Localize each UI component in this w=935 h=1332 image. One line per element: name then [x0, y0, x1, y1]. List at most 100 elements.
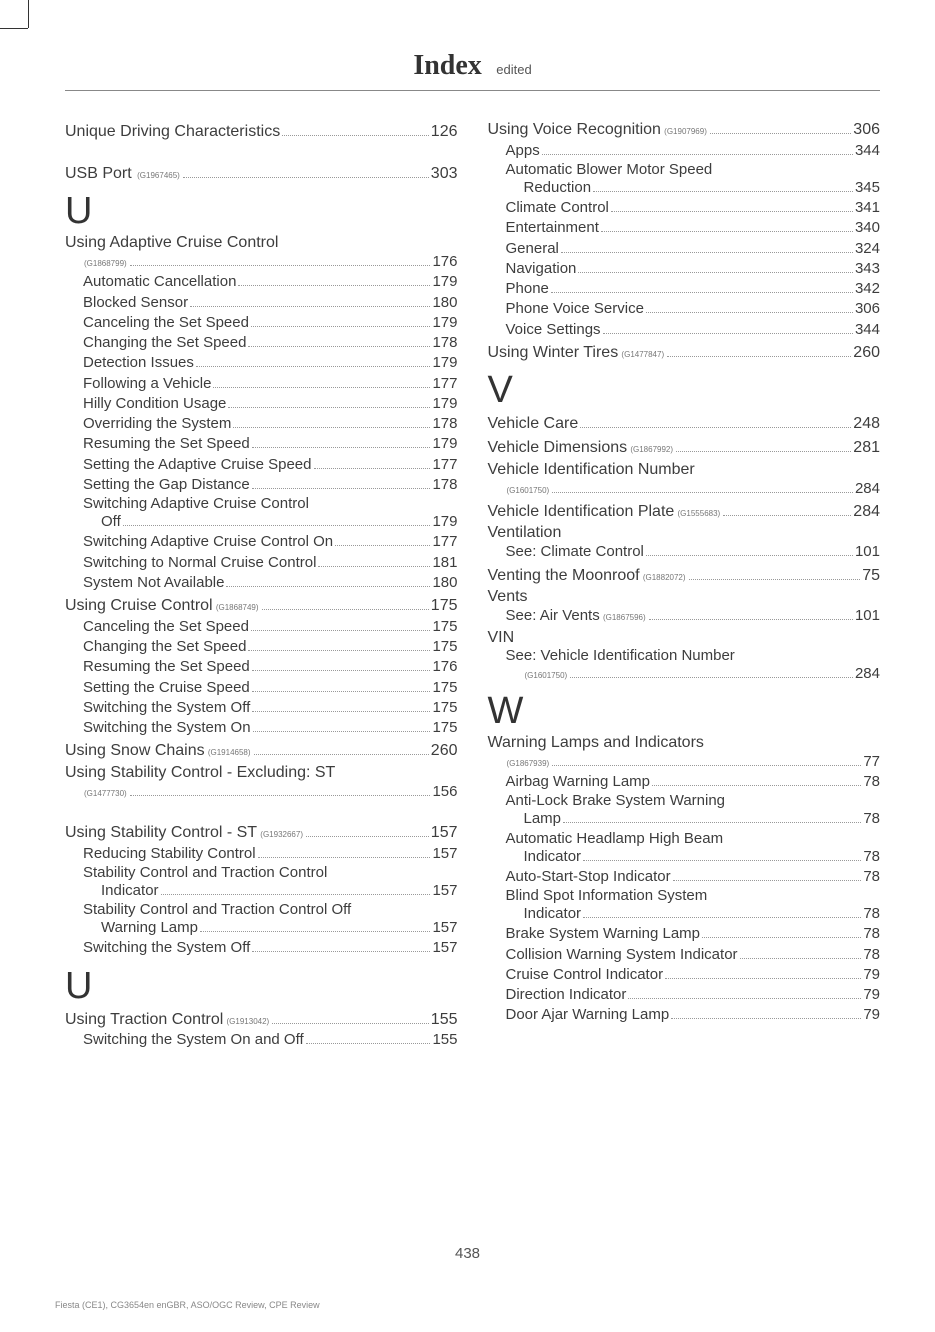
entry-page: 79 — [863, 965, 880, 985]
entry-label: Switching the System On and Off — [83, 1030, 304, 1050]
entry-page: 179 — [432, 272, 457, 292]
index-sub-entry: Collision Warning System Indicator78 — [488, 945, 881, 965]
column-break — [65, 1051, 458, 1052]
entry-page: 179 — [432, 353, 457, 373]
entry-label: Switching to Normal Cruise Control — [83, 553, 316, 573]
entry-label: Canceling the Set Speed — [83, 313, 249, 333]
entry-page: 177 — [432, 374, 457, 394]
header-title: Index — [413, 50, 481, 81]
entry-label: Vehicle Identification Plate (G1555683) — [488, 501, 722, 523]
entry-page: 156 — [432, 782, 457, 802]
leader-dots — [200, 919, 430, 932]
entry-page: 78 — [863, 847, 880, 867]
leader-dots — [665, 966, 861, 979]
leader-dots — [272, 1010, 429, 1024]
entry-page: 78 — [863, 904, 880, 924]
leader-dots — [306, 823, 429, 837]
index-heading: VIN — [488, 629, 881, 647]
entry-page: 78 — [863, 867, 880, 887]
entry-label: Using Stability Control - ST (G1932667) — [65, 822, 304, 844]
entry-page: 343 — [855, 259, 880, 279]
index-sub-entry: (G1867939) 77 — [488, 752, 881, 772]
index-sub-entry: Brake System Warning Lamp78 — [488, 924, 881, 944]
entry-label: See: Climate Control — [506, 542, 644, 562]
section-letter: U — [65, 967, 458, 1005]
index-sub-entry: Setting the Cruise Speed175 — [65, 678, 458, 698]
entry-gid: (G1555683) — [674, 509, 721, 518]
index-entry: Using Stability Control - ST (G1932667)1… — [65, 822, 458, 844]
entry-page: 177 — [432, 532, 457, 552]
index-columns: Unique Driving Characteristics126USB Por… — [65, 119, 880, 1209]
entry-page: 180 — [432, 293, 457, 313]
leader-dots — [611, 199, 853, 212]
entry-label: Phone — [506, 279, 549, 299]
index-sub-entry: (G1601750)284 — [488, 479, 881, 499]
leader-dots — [542, 142, 853, 155]
index-entry: Vehicle Dimensions (G1867992)281 — [488, 437, 881, 459]
index-sub-entry: Direction Indicator79 — [488, 985, 881, 1005]
leader-dots — [196, 354, 431, 367]
entry-page: 177 — [432, 455, 457, 475]
entry-page: 176 — [432, 252, 457, 272]
leader-dots — [213, 375, 430, 388]
leader-dots — [689, 566, 861, 580]
index-sub-entry: Indicator 157 — [65, 881, 458, 901]
leader-dots — [306, 1031, 431, 1044]
leader-dots — [248, 334, 430, 347]
entry-label: Resuming the Set Speed — [83, 657, 250, 677]
leader-dots — [561, 240, 853, 253]
index-sub-entry: Switching the System On and Off155 — [65, 1030, 458, 1050]
index-sub-entry: (G1601750)284 — [488, 664, 881, 684]
entry-page: 101 — [855, 542, 880, 562]
leader-dots — [262, 596, 429, 610]
leader-dots — [318, 554, 430, 567]
entry-label: Setting the Adaptive Cruise Speed — [83, 455, 312, 475]
entry-page: 345 — [855, 178, 880, 198]
leader-dots — [161, 882, 431, 895]
entry-label: Venting the Moonroof (G1882072) — [488, 565, 687, 587]
entry-label: General — [506, 239, 559, 259]
entry-label: Switching the System Off — [83, 938, 250, 958]
leader-dots — [628, 986, 861, 999]
entry-label: Detection Issues — [83, 353, 194, 373]
entry-page: 176 — [432, 657, 457, 677]
leader-dots — [282, 122, 429, 136]
entry-page: 344 — [855, 141, 880, 161]
entry-label: (G1601750) — [524, 664, 569, 684]
index-sub-entry: Navigation343 — [488, 259, 881, 279]
entry-page: 78 — [863, 809, 880, 829]
leader-dots — [252, 939, 430, 952]
leader-dots — [673, 868, 862, 881]
entry-label: (G1601750) — [506, 479, 551, 499]
entry-page: 306 — [853, 119, 880, 141]
entry-gid: (G1867992) — [627, 445, 674, 454]
entry-page: 303 — [431, 163, 458, 185]
entry-label: System Not Available — [83, 573, 224, 593]
index-entry: Unique Driving Characteristics 126 — [65, 121, 458, 143]
entry-label: Unique Driving Characteristics — [65, 121, 280, 143]
index-sub-entry: Resuming the Set Speed179 — [65, 434, 458, 454]
leader-dots — [314, 456, 431, 469]
index-heading: Ventilation — [488, 524, 881, 542]
leader-dots — [593, 179, 853, 192]
index-sub-entry: Apps 344 — [488, 141, 881, 161]
entry-page: 126 — [431, 121, 458, 143]
entry-label: Automatic Cancellation — [83, 272, 236, 292]
leader-dots — [252, 476, 431, 489]
index-sub-entry: Canceling the Set Speed175 — [65, 617, 458, 637]
entry-page: 77 — [863, 752, 880, 772]
entry-page: 179 — [432, 434, 457, 454]
index-sub-heading: Switching Adaptive Cruise Control — [65, 495, 458, 512]
index-entry: Venting the Moonroof (G1882072)75 — [488, 565, 881, 587]
leader-dots — [563, 810, 861, 823]
entry-label: Collision Warning System Indicator — [506, 945, 738, 965]
entry-page: 78 — [863, 924, 880, 944]
entry-label: Entertainment — [506, 218, 599, 238]
entry-gid: (G1967465) — [136, 171, 181, 180]
leader-dots — [723, 502, 851, 516]
entry-gid: (G1867939) — [506, 759, 551, 768]
entry-label: Apps — [506, 141, 540, 161]
leader-dots — [233, 415, 430, 428]
index-sub-entry: Switching the System Off175 — [65, 698, 458, 718]
entry-gid: (G1868799) — [83, 259, 128, 268]
